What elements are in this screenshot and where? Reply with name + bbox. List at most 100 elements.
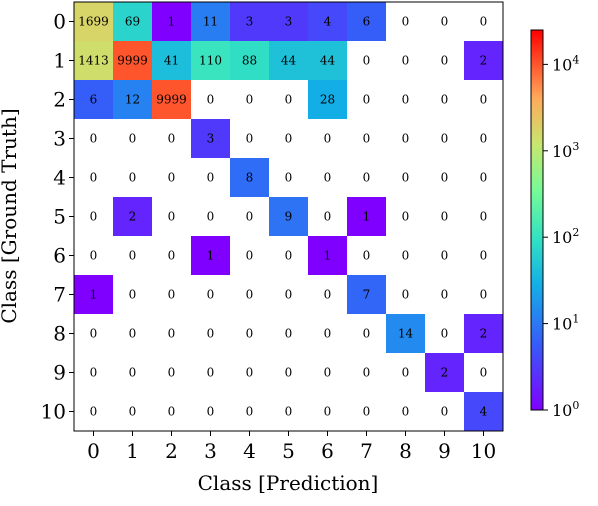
- cell-value-label: 0: [324, 327, 332, 341]
- x-tick-label: 5: [282, 439, 295, 463]
- cell-value-label: 11: [203, 15, 218, 29]
- cell-value-label: 0: [90, 132, 98, 146]
- cell-value-label: 3: [285, 15, 293, 29]
- cell-value-label: 8: [246, 171, 254, 185]
- cell-value-label: 0: [480, 210, 488, 224]
- cell-value-label: 0: [90, 327, 98, 341]
- cell-value-label: 0: [324, 171, 332, 185]
- heatmap-cell: [425, 353, 464, 392]
- cell-value-label: 0: [441, 93, 449, 107]
- heatmap-cell: [386, 314, 425, 353]
- cell-value-label: 0: [285, 132, 293, 146]
- cell-value-label: 110: [199, 54, 222, 68]
- cell-value-label: 0: [207, 288, 215, 302]
- cell-value-label: 0: [363, 405, 371, 419]
- heatmap-cell: [308, 41, 347, 80]
- heatmap-cells: [74, 2, 503, 431]
- colorbar-ticks: 100 101 102 103 104: [543, 53, 579, 420]
- heatmap-cell: [74, 41, 113, 80]
- heatmap-cell: [191, 2, 230, 41]
- cell-value-label: 0: [441, 288, 449, 302]
- heatmap-cell: [230, 41, 269, 80]
- cell-value-label: 0: [129, 405, 137, 419]
- heatmap-cell: [74, 275, 113, 314]
- cell-value-label: 0: [363, 171, 371, 185]
- cell-value-label: 0: [246, 93, 254, 107]
- cell-value-label: 0: [207, 405, 215, 419]
- cell-value-label: 1: [324, 249, 332, 263]
- cell-value-label: 44: [320, 54, 336, 68]
- heatmap-cell: [152, 41, 191, 80]
- cell-value-label: 1413: [78, 54, 109, 68]
- x-tick-label: 9: [438, 439, 451, 463]
- colorbar-tick-label: 102: [552, 226, 579, 247]
- y-tick-label: 3: [53, 127, 66, 151]
- heatmap-cell: [191, 236, 230, 275]
- cell-value-label: 9999: [156, 93, 187, 107]
- cell-value-label: 0: [363, 132, 371, 146]
- heatmap-cell: [113, 2, 152, 41]
- cell-value-label: 0: [480, 171, 488, 185]
- heatmap-cell: [191, 119, 230, 158]
- cell-value-label: 3: [207, 132, 215, 146]
- cell-value-label: 1: [90, 288, 98, 302]
- cell-value-label: 0: [246, 405, 254, 419]
- cell-value-label: 0: [168, 327, 176, 341]
- cell-value-label: 88: [242, 54, 257, 68]
- cell-value-label: 0: [285, 366, 293, 380]
- heatmap-cell: [308, 236, 347, 275]
- x-tick-label: 0: [87, 439, 100, 463]
- cell-value-label: 0: [207, 210, 215, 224]
- cell-value-label: 0: [285, 93, 293, 107]
- cell-value-label: 0: [324, 405, 332, 419]
- cell-value-label: 0: [90, 405, 98, 419]
- colorbar-gradient: [530, 29, 544, 411]
- x-tick-label: 4: [243, 439, 256, 463]
- cell-value-label: 0: [246, 327, 254, 341]
- cell-value-label: 0: [168, 366, 176, 380]
- y-tick-label: 9: [53, 361, 66, 385]
- cell-value-label: 0: [246, 249, 254, 263]
- x-tick-label: 8: [399, 439, 412, 463]
- cell-value-label: 69: [125, 15, 140, 29]
- cell-value-label: 1: [207, 249, 215, 263]
- cell-value-label: 2: [480, 54, 488, 68]
- cell-value-label: 0: [480, 93, 488, 107]
- cell-value-label: 1699: [78, 15, 109, 29]
- cell-value-label: 0: [324, 366, 332, 380]
- cell-value-label: 44: [281, 54, 297, 68]
- colorbar-tick-label: 100: [552, 399, 579, 420]
- y-tick-label: 5: [53, 205, 66, 229]
- cell-value-label: 0: [441, 405, 449, 419]
- heatmap-cell: [113, 197, 152, 236]
- y-tick-label: 2: [53, 88, 66, 112]
- heatmap-cell: [152, 80, 191, 119]
- heatmap-cell: [269, 41, 308, 80]
- cell-value-label: 0: [363, 327, 371, 341]
- cell-value-label: 0: [90, 210, 98, 224]
- cell-value-label: 0: [441, 210, 449, 224]
- x-tick-label: 1: [126, 439, 139, 463]
- cell-value-label: 0: [168, 171, 176, 185]
- heatmap-cell: [308, 2, 347, 41]
- cell-value-label: 0: [207, 327, 215, 341]
- cell-value-label: 0: [363, 54, 371, 68]
- cell-value-label: 0: [129, 366, 137, 380]
- cell-value-label: 0: [168, 405, 176, 419]
- colorbar: 100 101 102 103 104: [530, 29, 579, 420]
- heatmap-cell: [347, 197, 386, 236]
- cell-value-label: 0: [441, 54, 449, 68]
- cell-value-label: 0: [480, 15, 488, 29]
- cell-value-label: 0: [246, 288, 254, 302]
- cell-value-label: 9: [285, 210, 293, 224]
- cell-value-label: 0: [129, 288, 137, 302]
- heatmap-cell: [269, 197, 308, 236]
- heatmap-cell: [464, 392, 503, 431]
- heatmap-cell: [347, 275, 386, 314]
- y-axis-ticks: 0 1 2 3 4 5 6 7 8 9 10: [41, 10, 74, 424]
- y-tick-label: 6: [53, 244, 66, 268]
- cell-value-label: 0: [363, 366, 371, 380]
- cell-value-label: 41: [164, 54, 179, 68]
